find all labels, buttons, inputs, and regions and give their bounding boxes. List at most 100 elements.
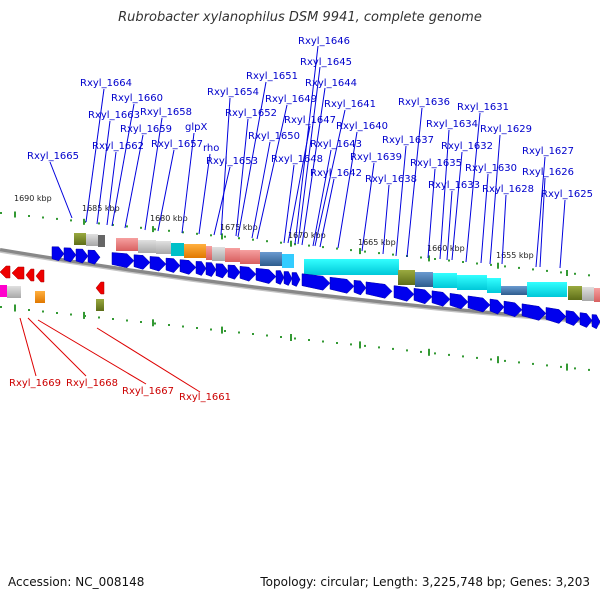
tick-dot bbox=[140, 321, 142, 323]
major-tick bbox=[290, 334, 292, 341]
cog-box bbox=[156, 241, 171, 254]
kbp-label: 1685 kbp bbox=[82, 204, 120, 213]
tick-dot bbox=[336, 342, 338, 344]
tick-dot bbox=[56, 312, 58, 314]
cog-box bbox=[582, 287, 594, 301]
cog-box bbox=[184, 244, 206, 258]
tick-dot bbox=[70, 313, 72, 316]
forward-gene-arrow bbox=[75, 248, 89, 264]
tick-dot bbox=[364, 250, 366, 253]
tick-dot bbox=[238, 331, 240, 334]
forward-gene-arrow bbox=[413, 288, 433, 305]
tick-dot bbox=[70, 219, 72, 222]
tick-dot bbox=[294, 243, 296, 246]
gene-label: Rxyl_1669 bbox=[9, 378, 61, 389]
major-tick bbox=[152, 319, 154, 327]
gene-label: Rxyl_1634 bbox=[426, 119, 478, 130]
tick-dot bbox=[112, 223, 114, 226]
kbp-label: 1690 kbp bbox=[14, 194, 52, 203]
cog-box bbox=[282, 254, 294, 268]
genome-title: Rubrobacter xylanophilus DSM 9941, compl… bbox=[118, 10, 482, 25]
forward-gene-arrow bbox=[239, 266, 257, 282]
tick-dot bbox=[0, 306, 2, 308]
cog-box bbox=[398, 270, 415, 285]
forward-gene-arrow bbox=[255, 267, 277, 284]
tick-dot bbox=[154, 322, 156, 325]
gene-label: Rxyl_1639 bbox=[350, 152, 402, 163]
gene-label: Rxyl_1628 bbox=[482, 184, 534, 195]
forward-gene-arrow bbox=[149, 256, 167, 272]
cog-box bbox=[457, 275, 487, 290]
tick-dot bbox=[196, 232, 198, 235]
reverse-gene-arrow bbox=[0, 265, 11, 279]
gene-label: Rxyl_1633 bbox=[428, 180, 480, 191]
cog-box bbox=[0, 285, 7, 297]
cog-feature-boxes bbox=[0, 233, 600, 311]
forward-gene-arrow bbox=[545, 307, 567, 324]
cog-box bbox=[206, 246, 212, 260]
gene-label: Rxyl_1664 bbox=[80, 78, 132, 89]
forward-gene-arrow bbox=[393, 285, 415, 302]
tick-dot bbox=[308, 244, 310, 247]
tick-dot bbox=[504, 265, 506, 268]
forward-gene-arrow bbox=[87, 249, 101, 265]
tick-dot bbox=[476, 356, 478, 359]
forward-gene-arrow bbox=[111, 252, 135, 268]
tick-dot bbox=[490, 263, 492, 266]
gene-label: Rxyl_1635 bbox=[410, 158, 462, 169]
reverse-strand-genes bbox=[0, 265, 105, 295]
tick-dot bbox=[266, 240, 268, 243]
forward-gene-arrow bbox=[195, 261, 207, 276]
major-tick bbox=[359, 248, 361, 255]
cog-box bbox=[96, 299, 104, 311]
kbp-tick-labels: 1690 kbp 1685 kbp 1680 kbp 1675 kbp 1670… bbox=[14, 194, 534, 260]
tick-dot bbox=[532, 268, 534, 271]
major-tick bbox=[428, 255, 430, 262]
cog-box bbox=[568, 286, 582, 300]
gene-label: Rxyl_1653 bbox=[206, 156, 258, 167]
kbp-label: 1680 kbp bbox=[150, 214, 188, 223]
tick-dot bbox=[252, 238, 254, 241]
tick-dot bbox=[588, 274, 590, 277]
forward-gene-arrow bbox=[275, 270, 285, 285]
tick-dot bbox=[168, 229, 170, 232]
tick-dot bbox=[518, 361, 520, 364]
tick-dot bbox=[322, 246, 324, 249]
major-tick bbox=[14, 211, 16, 218]
cog-box bbox=[527, 282, 567, 297]
forward-gene-labels: Rxyl_1646 Rxyl_1645 Rxyl_1644 Rxyl_1651 … bbox=[27, 36, 593, 200]
gene-label: Rxyl_1649 bbox=[265, 94, 317, 105]
tick-dot bbox=[546, 364, 548, 367]
tick-dot bbox=[420, 350, 422, 353]
inner-tick-row bbox=[0, 306, 590, 371]
tick-dot bbox=[392, 253, 394, 256]
reverse-gene-labels: Rxyl_1669 Rxyl_1668 Rxyl_1667 Rxyl_1661 bbox=[9, 378, 231, 403]
gene-label: Rxyl_1643 bbox=[310, 139, 362, 150]
reverse-gene-arrow bbox=[11, 266, 25, 280]
tick-dot bbox=[42, 310, 44, 313]
major-tick bbox=[566, 363, 568, 371]
forward-gene-arrow bbox=[449, 293, 469, 310]
cog-box bbox=[415, 272, 433, 287]
forward-leader-lines bbox=[49, 45, 566, 269]
tick-dot bbox=[140, 226, 142, 229]
reverse-gene-arrow bbox=[35, 269, 45, 283]
reverse-gene-arrow bbox=[25, 268, 35, 282]
forward-gene-arrow bbox=[353, 280, 367, 296]
tick-dot bbox=[504, 359, 506, 362]
tick-dot bbox=[350, 343, 352, 346]
gene-label: Rxyl_1645 bbox=[300, 57, 352, 68]
gene-label: Rxyl_1638 bbox=[365, 174, 417, 185]
forward-gene-arrow bbox=[467, 295, 491, 313]
forward-gene-arrow bbox=[503, 300, 523, 318]
gene-label: Rxyl_1630 bbox=[465, 163, 517, 174]
tick-dot bbox=[476, 262, 478, 265]
major-tick bbox=[83, 218, 85, 225]
tick-dot bbox=[126, 319, 128, 322]
tick-dot bbox=[98, 316, 100, 319]
gene-label: Rxyl_1626 bbox=[522, 167, 574, 178]
gene-label: Rxyl_1646 bbox=[298, 36, 350, 47]
forward-gene-arrow bbox=[489, 298, 505, 315]
gene-label: Rxyl_1667 bbox=[122, 386, 174, 397]
kbp-label: 1670 kbp bbox=[288, 231, 326, 240]
